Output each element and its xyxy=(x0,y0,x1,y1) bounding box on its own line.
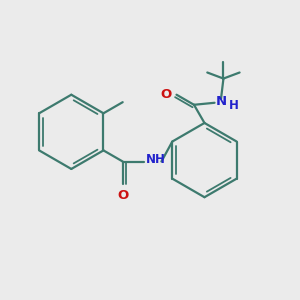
Text: O: O xyxy=(160,88,171,101)
Text: O: O xyxy=(117,189,128,202)
Text: N: N xyxy=(216,95,227,108)
Text: NH: NH xyxy=(146,153,166,167)
Text: H: H xyxy=(229,99,239,112)
